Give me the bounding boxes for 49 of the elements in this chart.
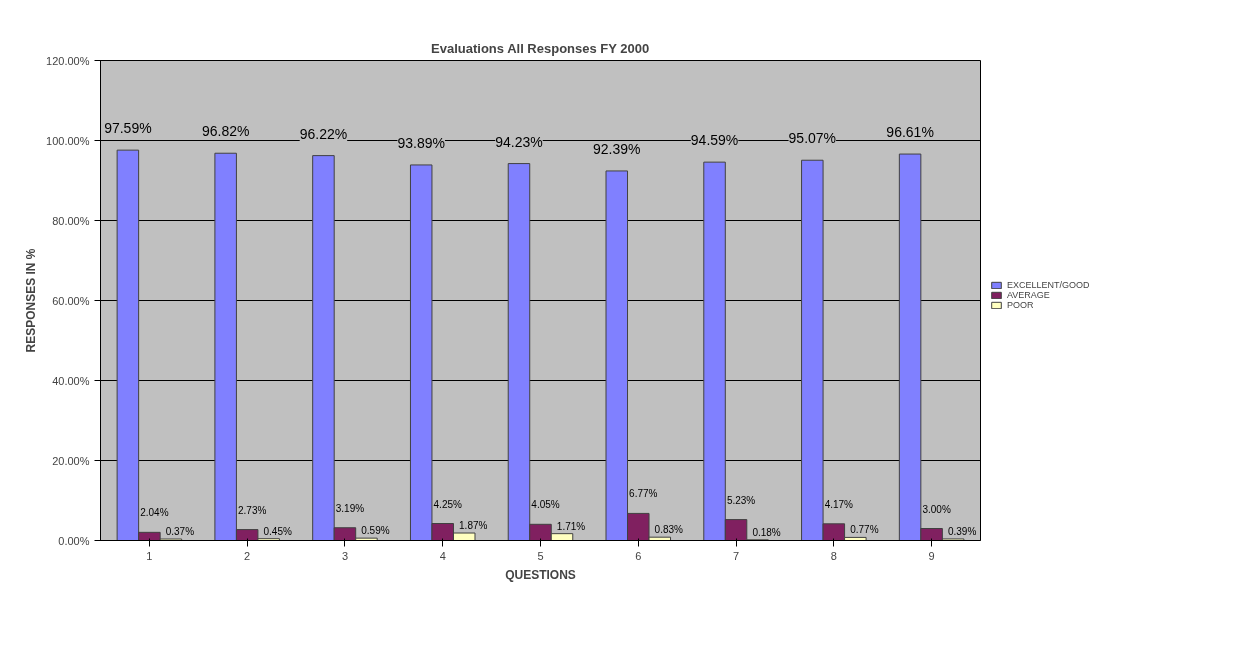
y-axis-title: RESPONSES IN % bbox=[24, 248, 39, 353]
data-label: 0.37% bbox=[165, 526, 195, 538]
y-tick-label: 60.00% bbox=[52, 294, 90, 307]
x-tick-label: 7 bbox=[733, 549, 740, 562]
y-tick-label: 0.00% bbox=[58, 534, 90, 547]
data-label: 96.82% bbox=[201, 123, 250, 140]
data-label: 6.77% bbox=[629, 488, 658, 500]
data-label: 93.89% bbox=[397, 134, 445, 151]
y-tick-label: 120.00% bbox=[46, 54, 90, 67]
x-axis-title: QUESTIONS bbox=[505, 567, 576, 582]
data-label: 4.05% bbox=[531, 499, 560, 511]
x-tick-label: 1 bbox=[146, 549, 153, 562]
data-label: 95.07% bbox=[788, 130, 837, 147]
data-label: 94.23% bbox=[495, 133, 543, 150]
legend-label: EXCELLENT/GOOD bbox=[1007, 280, 1090, 290]
data-label: 94.59% bbox=[690, 132, 739, 149]
y-tick-label: 40.00% bbox=[52, 374, 90, 387]
legend-label: POOR bbox=[1007, 300, 1034, 310]
data-label: 0.18% bbox=[752, 526, 781, 538]
x-tick-label: 4 bbox=[439, 549, 446, 562]
legend-label: AVERAGE bbox=[1007, 290, 1050, 300]
data-label: 5.23% bbox=[726, 494, 756, 506]
data-label: 1.71% bbox=[556, 520, 586, 532]
data-label: 4.17% bbox=[824, 498, 854, 510]
data-label: 0.45% bbox=[263, 525, 292, 537]
data-label: 96.22% bbox=[299, 125, 348, 142]
data-label: 96.61% bbox=[886, 124, 934, 141]
x-tick-label: 2 bbox=[244, 549, 251, 562]
chart-title: Evaluations All Responses FY 2000 bbox=[431, 40, 650, 56]
y-tick-label: 100.00% bbox=[46, 134, 90, 147]
data-label: 3.19% bbox=[335, 502, 365, 514]
x-tick-label: 3 bbox=[341, 549, 349, 562]
data-label: 2.04% bbox=[140, 507, 169, 519]
data-label: 0.83% bbox=[654, 524, 684, 536]
data-label: 0.59% bbox=[361, 525, 390, 537]
x-tick-label: 5 bbox=[537, 549, 544, 562]
data-label: 1.87% bbox=[459, 520, 488, 532]
y-tick-label: 20.00% bbox=[52, 454, 90, 467]
data-label: 0.77% bbox=[850, 524, 879, 536]
data-label: 92.39% bbox=[593, 140, 641, 157]
x-tick-label: 9 bbox=[928, 549, 935, 562]
x-tick-label: 6 bbox=[635, 549, 642, 562]
data-label: 4.25% bbox=[433, 498, 463, 510]
y-tick-label: 80.00% bbox=[52, 214, 90, 227]
x-tick-label: 8 bbox=[830, 549, 837, 562]
data-label: 2.73% bbox=[237, 504, 267, 516]
data-label: 0.39% bbox=[947, 525, 977, 537]
data-label: 3.00% bbox=[922, 503, 951, 515]
data-label: 97.59% bbox=[104, 120, 152, 137]
